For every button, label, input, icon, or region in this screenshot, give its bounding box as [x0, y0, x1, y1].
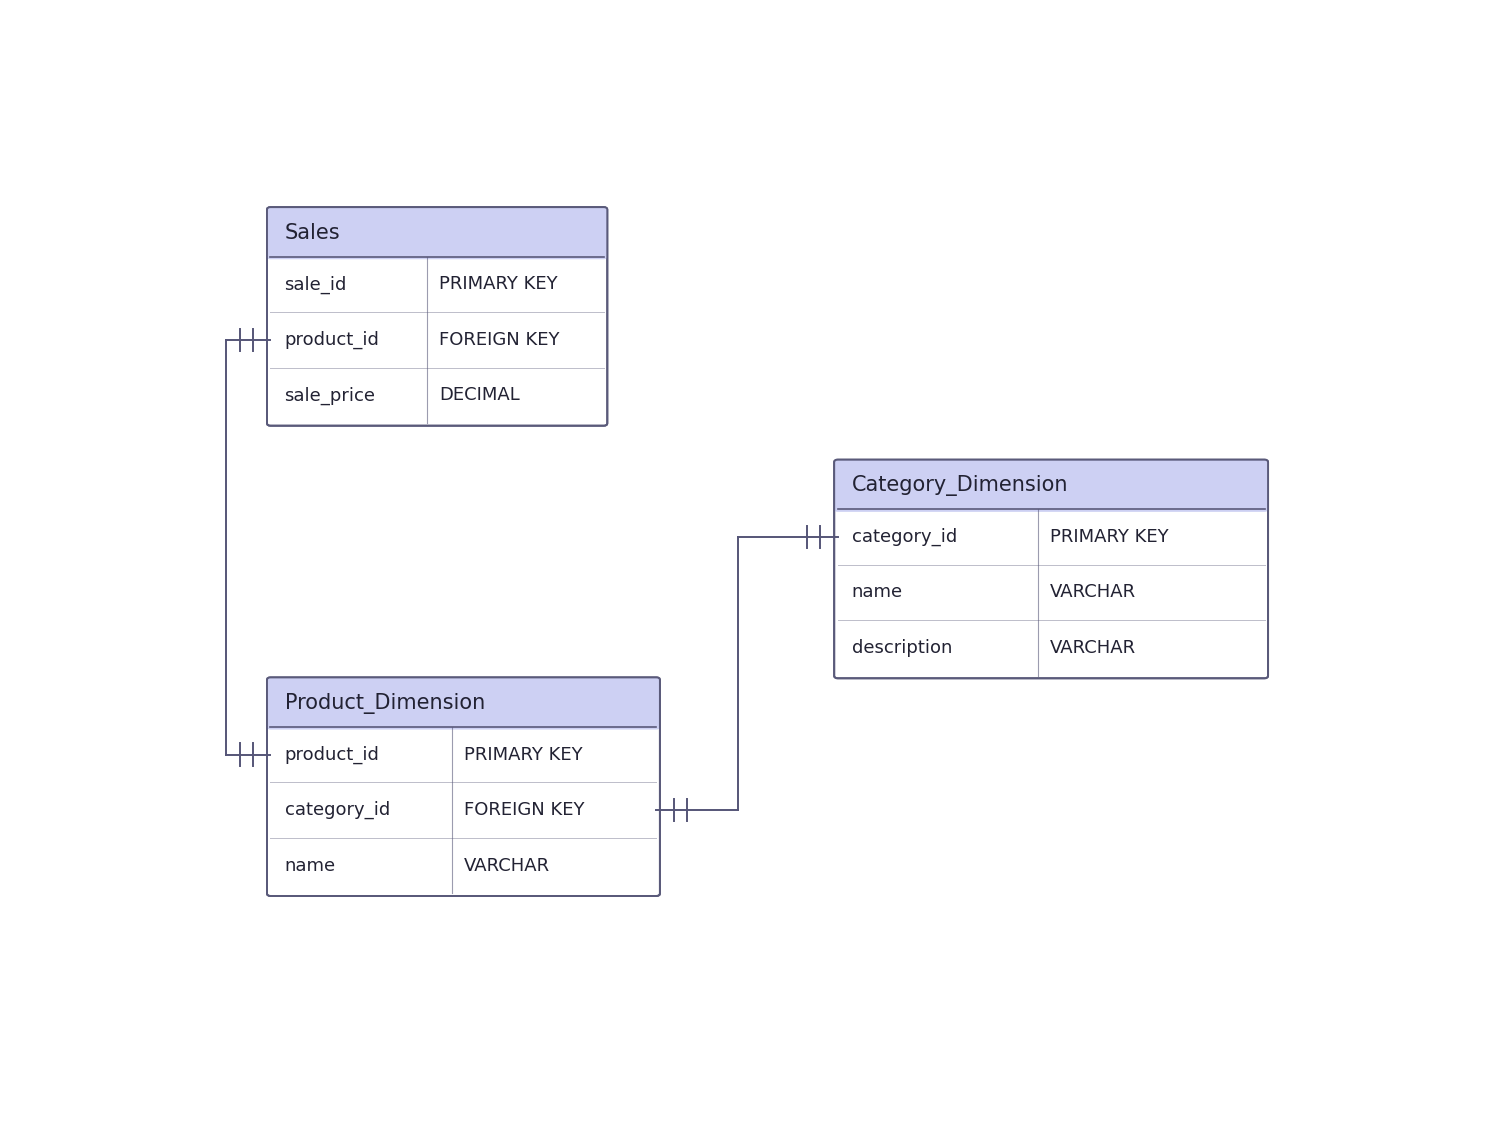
Text: Product_Dimension: Product_Dimension [285, 693, 484, 714]
FancyBboxPatch shape [267, 677, 659, 729]
Text: name: name [285, 856, 335, 874]
FancyBboxPatch shape [834, 459, 1268, 679]
Bar [837, 486, 1265, 509]
Text: name: name [851, 584, 902, 602]
Text: Sales: Sales [285, 223, 340, 243]
Text: product_id: product_id [285, 745, 379, 763]
Text: sale_id: sale_id [285, 275, 347, 294]
FancyBboxPatch shape [267, 677, 659, 896]
Text: DECIMAL: DECIMAL [439, 387, 519, 405]
Text: category_id: category_id [285, 801, 389, 819]
FancyBboxPatch shape [267, 207, 607, 259]
Text: product_id: product_id [285, 330, 379, 349]
Text: VARCHAR: VARCHAR [1050, 584, 1136, 602]
Text: FOREIGN KEY: FOREIGN KEY [463, 801, 584, 819]
Text: sale_price: sale_price [285, 387, 376, 405]
Text: category_id: category_id [851, 528, 957, 546]
Text: VARCHAR: VARCHAR [463, 856, 549, 874]
Text: FOREIGN KEY: FOREIGN KEY [439, 331, 560, 348]
Text: PRIMARY KEY: PRIMARY KEY [463, 745, 582, 763]
FancyBboxPatch shape [834, 459, 1268, 512]
Text: description: description [851, 639, 952, 657]
FancyBboxPatch shape [267, 207, 607, 425]
Bar [270, 703, 656, 727]
Bar [270, 233, 604, 257]
Text: VARCHAR: VARCHAR [1050, 639, 1136, 657]
Text: PRIMARY KEY: PRIMARY KEY [1050, 528, 1168, 546]
Text: Category_Dimension: Category_Dimension [851, 475, 1068, 497]
Text: PRIMARY KEY: PRIMARY KEY [439, 276, 557, 293]
